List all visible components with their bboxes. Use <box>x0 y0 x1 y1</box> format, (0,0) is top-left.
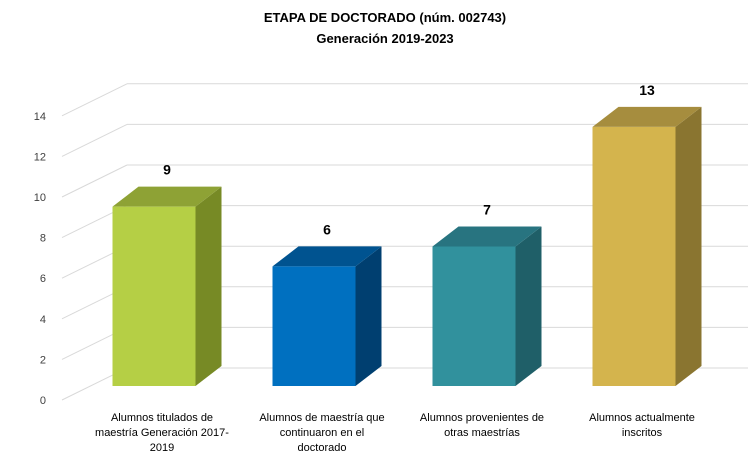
bar <box>432 226 542 386</box>
bar-front <box>432 246 516 386</box>
y-tick-label: 2 <box>40 354 46 366</box>
y-tick-label: 8 <box>40 233 46 245</box>
gridline <box>61 164 128 198</box>
gridline <box>61 83 128 117</box>
bar-side <box>195 186 222 386</box>
y-tick-label: 4 <box>40 314 46 326</box>
category-label: Alumnos de maestría que continuaron en el… <box>259 412 384 454</box>
category-label: Alumnos titulados de maestría Generación … <box>95 412 229 454</box>
data-label: 13 <box>639 82 655 98</box>
data-label: 6 <box>323 221 331 237</box>
bar <box>112 186 222 386</box>
bar-side <box>675 106 702 386</box>
chart-subtitle: Generación 2019-2023 <box>316 31 453 46</box>
bar-front <box>272 266 356 386</box>
bar-top <box>432 226 542 247</box>
bar-front <box>592 126 676 386</box>
chart-title: ETAPA DE DOCTORADO (núm. 002743) <box>264 10 506 25</box>
bar-front <box>112 206 196 386</box>
gridline <box>61 123 128 157</box>
bar-top <box>272 246 382 267</box>
data-labels: 9 6 7 13 <box>163 82 655 238</box>
bar-top <box>112 186 222 207</box>
y-tick-label: 6 <box>40 273 46 285</box>
x-axis: Alumnos titulados de maestría Generación … <box>95 412 695 454</box>
y-tick-label: 14 <box>34 111 46 123</box>
bar-side <box>515 226 542 386</box>
bar-side <box>355 246 382 386</box>
bar <box>592 106 702 386</box>
y-tick-label: 10 <box>34 192 46 204</box>
y-tick-label: 0 <box>40 395 46 407</box>
category-label: Alumnos actualmente inscritos <box>589 412 695 439</box>
category-label: Alumnos provenientes de otras maestrías <box>420 412 544 439</box>
bar <box>272 246 382 386</box>
bar-top <box>592 106 702 127</box>
data-label: 9 <box>163 162 171 178</box>
data-label: 7 <box>483 202 491 218</box>
y-tick-label: 12 <box>34 151 46 163</box>
y-axis: 0 2 4 6 8 10 12 14 <box>34 111 46 407</box>
bars <box>112 106 702 386</box>
